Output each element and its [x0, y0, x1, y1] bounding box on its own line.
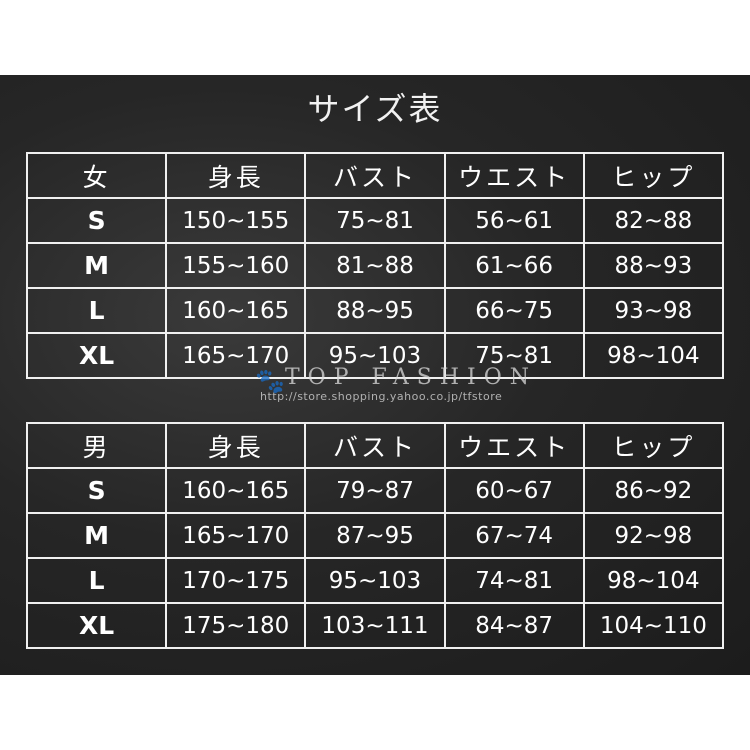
size-row: M 165~170 87~95 67~74 92~98 — [25, 512, 725, 559]
measurement-cell: 98~104 — [582, 557, 725, 604]
header-cell: 男 — [25, 422, 168, 469]
measurement-cell: 88~93 — [582, 242, 725, 289]
size-label: XL — [25, 602, 168, 649]
measurement-cell: 93~98 — [582, 287, 725, 334]
measurement-cell: 155~160 — [165, 242, 307, 289]
measurement-cell: 92~98 — [582, 512, 725, 559]
size-row: L 160~165 88~95 66~75 93~98 — [25, 287, 725, 334]
header-cell: 身長 — [165, 422, 307, 469]
watermark-url: http://store.shopping.yahoo.co.jp/tfstor… — [260, 390, 503, 403]
measurement-cell: 160~165 — [165, 467, 307, 514]
measurement-cell: 66~75 — [443, 287, 585, 334]
header-row: 男 身長 バスト ウエスト ヒップ — [25, 422, 725, 469]
page-title: サイズ表 — [307, 90, 443, 128]
header-cell: バスト — [304, 422, 446, 469]
measurement-cell: 86~92 — [582, 467, 725, 514]
measurement-cell: 165~170 — [165, 332, 307, 379]
women-size-table: 女 身長 バスト ウエスト ヒップ S 150~155 75~81 56~61 82~8… — [25, 152, 725, 379]
header-cell: 身長 — [165, 152, 307, 199]
size-label: M — [25, 242, 168, 289]
measurement-cell: 61~66 — [443, 242, 585, 289]
size-row: XL 175~180 103~111 84~87 104~110 — [25, 602, 725, 649]
size-row: M 155~160 81~88 61~66 88~93 — [25, 242, 725, 289]
measurement-cell: 75~81 — [304, 197, 446, 244]
size-label: L — [25, 557, 168, 604]
measurement-cell: 98~104 — [582, 332, 725, 379]
paw-icon: 🐾 — [255, 367, 285, 395]
header-cell: バスト — [304, 152, 446, 199]
measurement-cell: 56~61 — [443, 197, 585, 244]
header-cell: ヒップ — [582, 422, 725, 469]
header-cell: ウエスト — [443, 422, 585, 469]
size-label: M — [25, 512, 168, 559]
measurement-cell: 104~110 — [582, 602, 725, 649]
size-row: S 160~165 79~87 60~67 86~92 — [25, 467, 725, 514]
measurement-cell: 74~81 — [443, 557, 585, 604]
measurement-cell: 160~165 — [165, 287, 307, 334]
measurement-cell: 95~103 — [304, 557, 446, 604]
size-row: XL 165~170 95~103 75~81 98~104 — [25, 332, 725, 379]
header-cell: ウエスト — [443, 152, 585, 199]
measurement-cell: 103~111 — [304, 602, 446, 649]
measurement-cell: 170~175 — [165, 557, 307, 604]
measurement-cell: 67~74 — [443, 512, 585, 559]
measurement-cell: 175~180 — [165, 602, 307, 649]
watermark-brand: TOP FASHION — [285, 365, 537, 390]
measurement-cell: 87~95 — [304, 512, 446, 559]
measurement-cell: 165~170 — [165, 512, 307, 559]
measurement-cell: 75~81 — [443, 332, 585, 379]
measurement-cell: 95~103 — [304, 332, 446, 379]
header-cell: 女 — [25, 152, 168, 199]
measurement-cell: 82~88 — [582, 197, 725, 244]
size-label: L — [25, 287, 168, 334]
measurement-cell: 88~95 — [304, 287, 446, 334]
measurement-cell: 84~87 — [443, 602, 585, 649]
watermark: 🐾 TOP FASHION http://store.shopping.yaho… — [255, 365, 537, 403]
size-label: S — [25, 467, 168, 514]
measurement-cell: 79~87 — [304, 467, 446, 514]
size-row: S 150~155 75~81 56~61 82~88 — [25, 197, 725, 244]
measurement-cell: 81~88 — [304, 242, 446, 289]
header-cell: ヒップ — [582, 152, 725, 199]
measurement-cell: 150~155 — [165, 197, 307, 244]
size-label: S — [25, 197, 168, 244]
men-size-table: 男 身長 バスト ウエスト ヒップ S 160~165 79~87 60~67 86~9… — [25, 422, 725, 649]
measurement-cell: 60~67 — [443, 467, 585, 514]
header-row: 女 身長 バスト ウエスト ヒップ — [25, 152, 725, 199]
size-row: L 170~175 95~103 74~81 98~104 — [25, 557, 725, 604]
size-label: XL — [25, 332, 168, 379]
